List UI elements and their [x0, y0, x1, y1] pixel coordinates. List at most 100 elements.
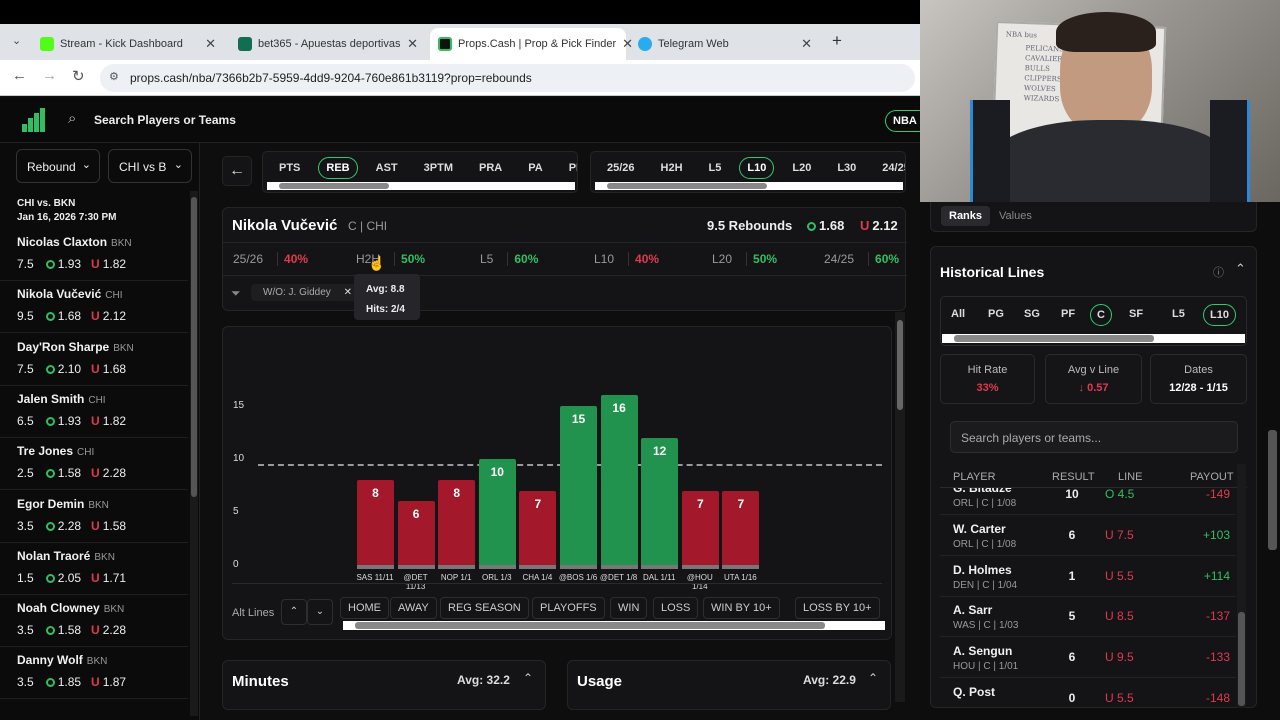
tab-propscash[interactable]: Props.Cash | Prop & Pick Finder ✕: [430, 28, 633, 60]
hit-rate-h2h[interactable]: H2H 50%: [356, 252, 426, 266]
position-filter-l10[interactable]: L10: [1203, 304, 1236, 326]
info-icon[interactable]: ⓘ: [1213, 267, 1224, 279]
league-select[interactable]: NBA: [885, 110, 924, 132]
url-field[interactable]: ⚙ props.cash/nba/7366b2b7-5959-4dd9-9204…: [100, 64, 915, 92]
chart-filter-playoffs[interactable]: PLAYOFFS: [532, 597, 605, 619]
prop-tabs-scrollbar[interactable]: [267, 182, 575, 190]
chart-filter-loss[interactable]: LOSS: [653, 597, 699, 619]
range-tabs-scrollbar[interactable]: [595, 182, 903, 190]
sidebar-player-row[interactable]: Jalen Smith CHI 6.5 1.93 U 1.82: [0, 386, 188, 438]
chart-bar[interactable]: 8: [357, 480, 394, 565]
tab-bet365[interactable]: bet365 - Apuestas deportivas e ✕: [230, 28, 426, 60]
under-odds[interactable]: 1.87: [102, 675, 127, 690]
main-scrollbar[interactable]: [895, 312, 905, 702]
chart-bar[interactable]: 6: [397, 501, 435, 565]
table-row[interactable]: Q. Post 0 U 5.5 -148: [940, 679, 1236, 708]
under-odds[interactable]: 1.82: [102, 413, 127, 428]
table-row[interactable]: A. Sengun HOU | C | 1/01 6 U 9.5 -133: [940, 638, 1236, 679]
prop-tab-reb[interactable]: REB: [318, 157, 358, 179]
new-tab-plus-icon[interactable]: +: [832, 31, 842, 50]
position-filter-sf[interactable]: SF: [1129, 308, 1144, 320]
col-player[interactable]: PLAYER: [953, 471, 996, 483]
prop-tab-pr[interactable]: PR: [568, 162, 577, 174]
table-row[interactable]: W. Carter ORL | C | 1/08 6 U 7.5 +103: [940, 516, 1236, 556]
under-odds[interactable]: 2.28: [102, 623, 127, 638]
scroll-thumb[interactable]: [897, 320, 903, 410]
position-scrollbar[interactable]: [942, 334, 1245, 343]
sidebar-player-row[interactable]: Egor Demin BKN 3.5 2.28 U 1.58: [0, 491, 188, 543]
chart-filter-home[interactable]: HOME: [340, 597, 389, 619]
over-odds[interactable]: 1.68: [57, 309, 82, 324]
chart-filter-away[interactable]: AWAY: [390, 597, 437, 619]
range-tab-25-26[interactable]: 25/26: [607, 162, 635, 174]
col-result[interactable]: RESULT: [1052, 471, 1095, 483]
prop-tab-pra[interactable]: PRA: [478, 162, 503, 174]
range-tab-l30[interactable]: L30: [837, 162, 857, 174]
over-odds[interactable]: 1.68: [807, 218, 844, 233]
chart-bar[interactable]: 7: [722, 490, 760, 565]
col-line[interactable]: LINE: [1118, 471, 1143, 483]
chart-bar[interactable]: 10: [478, 459, 516, 565]
scroll-thumb[interactable]: [607, 183, 767, 189]
close-icon[interactable]: ✕: [801, 36, 812, 51]
tab-list-chevron-icon[interactable]: ⌄: [12, 35, 22, 47]
chart-bar[interactable]: 8: [438, 480, 476, 565]
close-icon[interactable]: ✕: [343, 287, 352, 298]
table-scrollbar[interactable]: [1237, 464, 1246, 708]
chevron-up-icon[interactable]: ⌃: [1235, 261, 1246, 276]
sidebar-player-row[interactable]: Noah Clowney BKN 3.5 1.58 U 2.28: [0, 595, 188, 648]
position-filter-c[interactable]: C: [1090, 304, 1112, 326]
scroll-thumb[interactable]: [355, 622, 825, 629]
ranks-tab[interactable]: Ranks: [941, 206, 991, 226]
sidebar-scroll-thumb[interactable]: [191, 197, 197, 497]
back-arrow-icon[interactable]: ←: [222, 156, 252, 186]
prop-tab-3ptm[interactable]: 3PTM: [423, 162, 453, 174]
position-filter-l5[interactable]: L5: [1172, 308, 1185, 320]
chart-filter-reg-season[interactable]: REG SEASON: [440, 597, 529, 619]
alt-line-up-button[interactable]: ⌃: [281, 599, 307, 625]
chart-filter-win-by-10-[interactable]: WIN BY 10+: [703, 597, 780, 619]
over-odds[interactable]: 1.93: [57, 257, 82, 271]
scroll-thumb[interactable]: [1238, 612, 1245, 706]
chart-bar[interactable]: 12: [641, 437, 679, 565]
col-payout[interactable]: PAYOUT: [1190, 471, 1234, 483]
chart-bar[interactable]: 16: [600, 395, 638, 565]
position-filter-pg[interactable]: PG: [988, 308, 1004, 320]
chevron-up-icon[interactable]: ⌃: [868, 671, 879, 685]
tab-kick[interactable]: Stream - Kick Dashboard ✕: [32, 28, 224, 60]
scroll-thumb[interactable]: [279, 183, 389, 189]
under-odds[interactable]: 2.12: [102, 309, 127, 324]
prop-dropdown[interactable]: Rebound ⌄: [16, 149, 100, 183]
chart-filter-loss-by-10-[interactable]: LOSS BY 10+: [795, 597, 880, 619]
search-players-button[interactable]: Search Players or Teams: [94, 113, 236, 127]
chart-bar[interactable]: 7: [519, 490, 557, 565]
sidebar-player-row[interactable]: Nicolas Claxton BKN 7.5 1.93 U 1.82: [0, 229, 188, 281]
position-filter-sg[interactable]: SG: [1024, 308, 1040, 320]
sidebar-scrollbar[interactable]: [190, 191, 198, 716]
close-icon[interactable]: ✕: [205, 36, 216, 51]
chart-filter-win[interactable]: WIN: [610, 597, 648, 619]
range-tab-24-25[interactable]: 24/25: [882, 162, 905, 174]
chart-bar[interactable]: 15: [560, 406, 597, 565]
over-odds[interactable]: 1.93: [57, 413, 82, 428]
under-odds[interactable]: 1.71: [102, 570, 127, 585]
table-row[interactable]: A. Sarr WAS | C | 1/03 5 U 8.5 -137: [940, 597, 1236, 638]
game-dropdown[interactable]: CHI vs B ⌄: [108, 149, 192, 183]
close-icon[interactable]: ✕: [407, 36, 418, 51]
forward-arrow-icon[interactable]: →: [42, 67, 57, 84]
over-odds[interactable]: 2.10: [57, 361, 82, 376]
under-odds[interactable]: 1.58: [102, 518, 127, 533]
hit-rate-l20[interactable]: L20 50%: [712, 252, 778, 266]
table-row[interactable]: D. Holmes DEN | C | 1/04 1 U 5.5 +114: [940, 557, 1236, 597]
sidebar-player-row[interactable]: Day'Ron Sharpe BKN 7.5 2.10 U 1.68: [0, 334, 188, 386]
scroll-thumb[interactable]: [954, 335, 1154, 342]
range-tab-l20[interactable]: L20: [792, 162, 812, 174]
filter-icon[interactable]: ⏷: [231, 286, 241, 300]
hit-rate-l5[interactable]: L5 60%: [480, 252, 539, 266]
alt-line-down-button[interactable]: ⌄: [307, 599, 333, 625]
table-row[interactable]: G. Bitadze ORL | C | 1/08 10 O 4.5 -149: [940, 488, 1236, 515]
under-odds[interactable]: U 2.12: [860, 218, 898, 233]
range-tab-l5[interactable]: L5: [708, 162, 722, 174]
sidebar-player-row[interactable]: Tre Jones CHI 2.5 1.58 U 2.28: [0, 438, 188, 491]
hit-rate-25-26[interactable]: 25/26 40%: [233, 252, 309, 266]
